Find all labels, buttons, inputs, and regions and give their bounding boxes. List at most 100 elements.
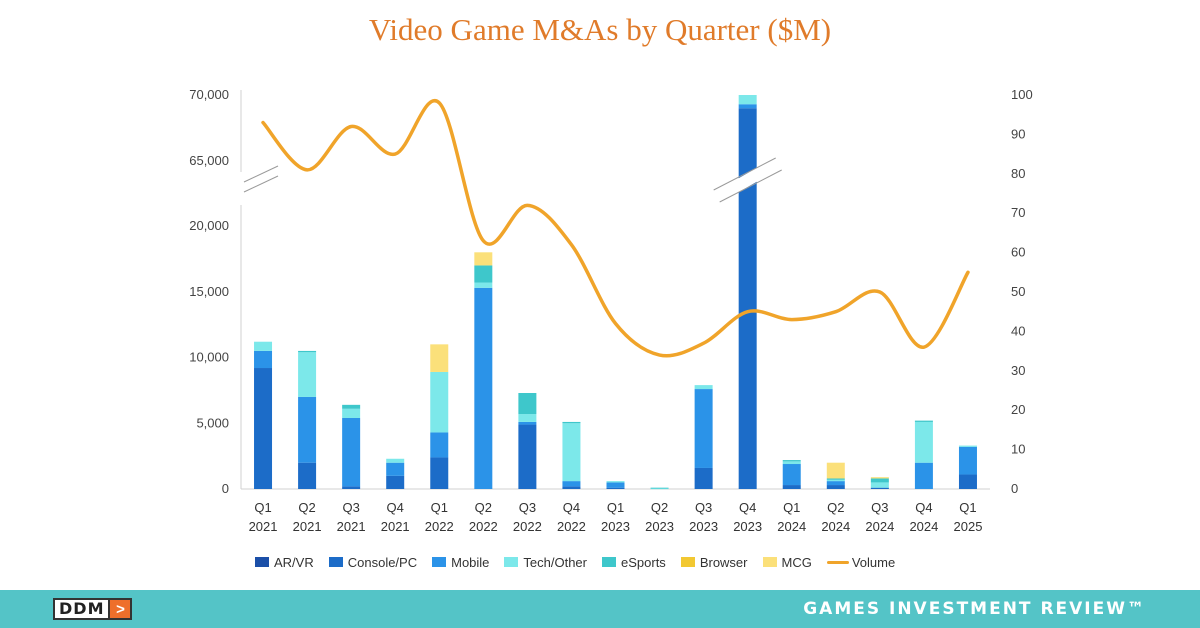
y-left-tick-label: 20,000 bbox=[189, 218, 229, 233]
bar-segment-mobile bbox=[782, 464, 801, 486]
bar-segment-mcg bbox=[826, 462, 845, 479]
x-tick-year: 2025 bbox=[954, 519, 983, 534]
y-right-tick-label: 30 bbox=[1011, 363, 1025, 378]
bar-segment-esports bbox=[782, 460, 801, 462]
x-tick-year: 2021 bbox=[249, 519, 278, 534]
x-tick-year: 2021 bbox=[293, 519, 322, 534]
chevron-right-icon: > bbox=[110, 598, 133, 620]
ddm-logo[interactable]: DDM > bbox=[53, 598, 133, 620]
x-tick-quarter: Q2 bbox=[651, 500, 668, 515]
axis-break-mark bbox=[243, 165, 279, 183]
bar-segment-tech-other bbox=[958, 445, 977, 447]
y-left-tick-label: 0 bbox=[222, 481, 229, 496]
y-left-tick-label: 15,000 bbox=[189, 284, 229, 299]
bar-segment-mobile bbox=[958, 446, 977, 475]
chart-title: Video Game M&As by Quarter ($M) bbox=[368, 12, 832, 47]
x-tick-year: 2023 bbox=[645, 519, 674, 534]
x-tick-quarter: Q3 bbox=[871, 500, 888, 515]
bar-segment-console-pc bbox=[958, 474, 977, 489]
bar-segment-mobile bbox=[386, 462, 405, 476]
bar-segment-tech-other bbox=[606, 481, 625, 483]
legend-line-swatch bbox=[826, 560, 849, 564]
legend-swatch bbox=[602, 557, 616, 567]
bar-segment-mobile bbox=[254, 350, 273, 369]
bar-segment-tech-other bbox=[738, 95, 757, 105]
bar-segment-console-pc bbox=[870, 487, 889, 489]
legend-item: MCG bbox=[762, 555, 812, 570]
x-tick-quarter: Q2 bbox=[475, 500, 492, 515]
y-right-tick-label: 60 bbox=[1011, 245, 1025, 260]
y-right-tick-label: 70 bbox=[1011, 205, 1025, 220]
x-tick-quarter: Q1 bbox=[607, 500, 624, 515]
legend-swatch bbox=[432, 557, 447, 567]
legend-item: Browser bbox=[680, 554, 748, 570]
x-tick-year: 2024 bbox=[865, 519, 894, 534]
x-tick-year: 2023 bbox=[733, 519, 762, 534]
legend-swatch bbox=[255, 557, 269, 567]
y-right-tick-label: 50 bbox=[1011, 284, 1025, 299]
legend-label: AR/VR bbox=[274, 554, 314, 570]
x-tick-year: 2023 bbox=[601, 519, 630, 534]
bar-segment-tech-other bbox=[298, 352, 317, 397]
axis-break-mark bbox=[243, 175, 279, 193]
y-right-tick-label: 40 bbox=[1011, 323, 1025, 338]
bar-segment-mcg bbox=[474, 252, 493, 266]
bar-segment-mobile bbox=[738, 104, 757, 109]
x-tick-quarter: Q3 bbox=[695, 500, 712, 515]
legend-item: AR/VR bbox=[255, 555, 314, 570]
x-tick-quarter: Q4 bbox=[739, 500, 756, 515]
y-left-tick-label: 70,000 bbox=[189, 87, 229, 102]
y-left-tick-label: 5,000 bbox=[196, 415, 229, 430]
legend: AR/VR Console/PC Mobile Tech/Other eSports Br… bbox=[255, 552, 910, 572]
bar-segment-mobile bbox=[298, 396, 317, 463]
x-tick-year: 2022 bbox=[425, 519, 454, 534]
bar-segment-mobile bbox=[826, 481, 845, 486]
x-tick-year: 2024 bbox=[777, 519, 806, 534]
bar-segment-console-pc bbox=[738, 108, 757, 489]
legend-swatch bbox=[504, 557, 519, 567]
bar-segment-tech-other bbox=[562, 423, 581, 482]
legend-label: eSports bbox=[621, 554, 666, 570]
legend-item: eSports bbox=[602, 555, 666, 570]
y-right-tick-label: 100 bbox=[1011, 87, 1033, 102]
bar-segment-mobile bbox=[694, 389, 713, 468]
x-tick-quarter: Q1 bbox=[254, 500, 271, 515]
bar-segment-mobile bbox=[914, 462, 933, 489]
bar-segment-esports bbox=[826, 478, 845, 480]
x-tick-quarter: Q4 bbox=[387, 500, 404, 515]
legend-item: Volume bbox=[826, 554, 896, 570]
bar-segment-mobile bbox=[606, 482, 625, 488]
bar-segment-mobile bbox=[430, 432, 449, 458]
bar-segment-console-pc bbox=[562, 486, 581, 489]
legend-label: Browser bbox=[699, 554, 748, 570]
y-right-tick-label: 0 bbox=[1011, 481, 1018, 496]
legend-swatch bbox=[328, 557, 343, 567]
bar-segment-console-pc bbox=[430, 457, 449, 489]
legend-item: Mobile bbox=[432, 555, 489, 570]
bar-break-gap bbox=[715, 157, 781, 203]
bar-segment-esports bbox=[562, 421, 581, 424]
x-tick-quarter: Q1 bbox=[431, 500, 448, 515]
y-right-tick-label: 10 bbox=[1011, 442, 1025, 457]
bar-segment-tech-other bbox=[430, 371, 449, 433]
x-tick-year: 2023 bbox=[689, 519, 718, 534]
bar-segment-tech-other bbox=[826, 479, 845, 482]
bar-segment-esports bbox=[870, 478, 889, 483]
bar-segment-console-pc bbox=[782, 485, 801, 489]
legend-label: Volume bbox=[851, 554, 896, 570]
x-tick-quarter: Q4 bbox=[915, 500, 932, 515]
y-right-tick-label: 80 bbox=[1011, 166, 1025, 181]
x-tick-year: 2022 bbox=[557, 519, 586, 534]
x-tick-quarter: Q1 bbox=[959, 500, 976, 515]
bar-segment-tech-other bbox=[782, 461, 801, 465]
x-tick-quarter: Q3 bbox=[342, 500, 359, 515]
bar-segment-esports bbox=[914, 420, 933, 422]
bar-segment-mobile bbox=[518, 421, 537, 425]
legend-swatch bbox=[762, 557, 777, 567]
bar-segment-tech-other bbox=[694, 385, 713, 390]
x-tick-year: 2021 bbox=[381, 519, 410, 534]
chart-area: 0 5,000 10,000 15,000 20,000 65,000 70,000 0 10 2… bbox=[189, 87, 1033, 534]
bar-segment-esports bbox=[298, 350, 317, 353]
volume-line bbox=[261, 98, 970, 358]
bar-segment-tech-other bbox=[254, 341, 273, 351]
